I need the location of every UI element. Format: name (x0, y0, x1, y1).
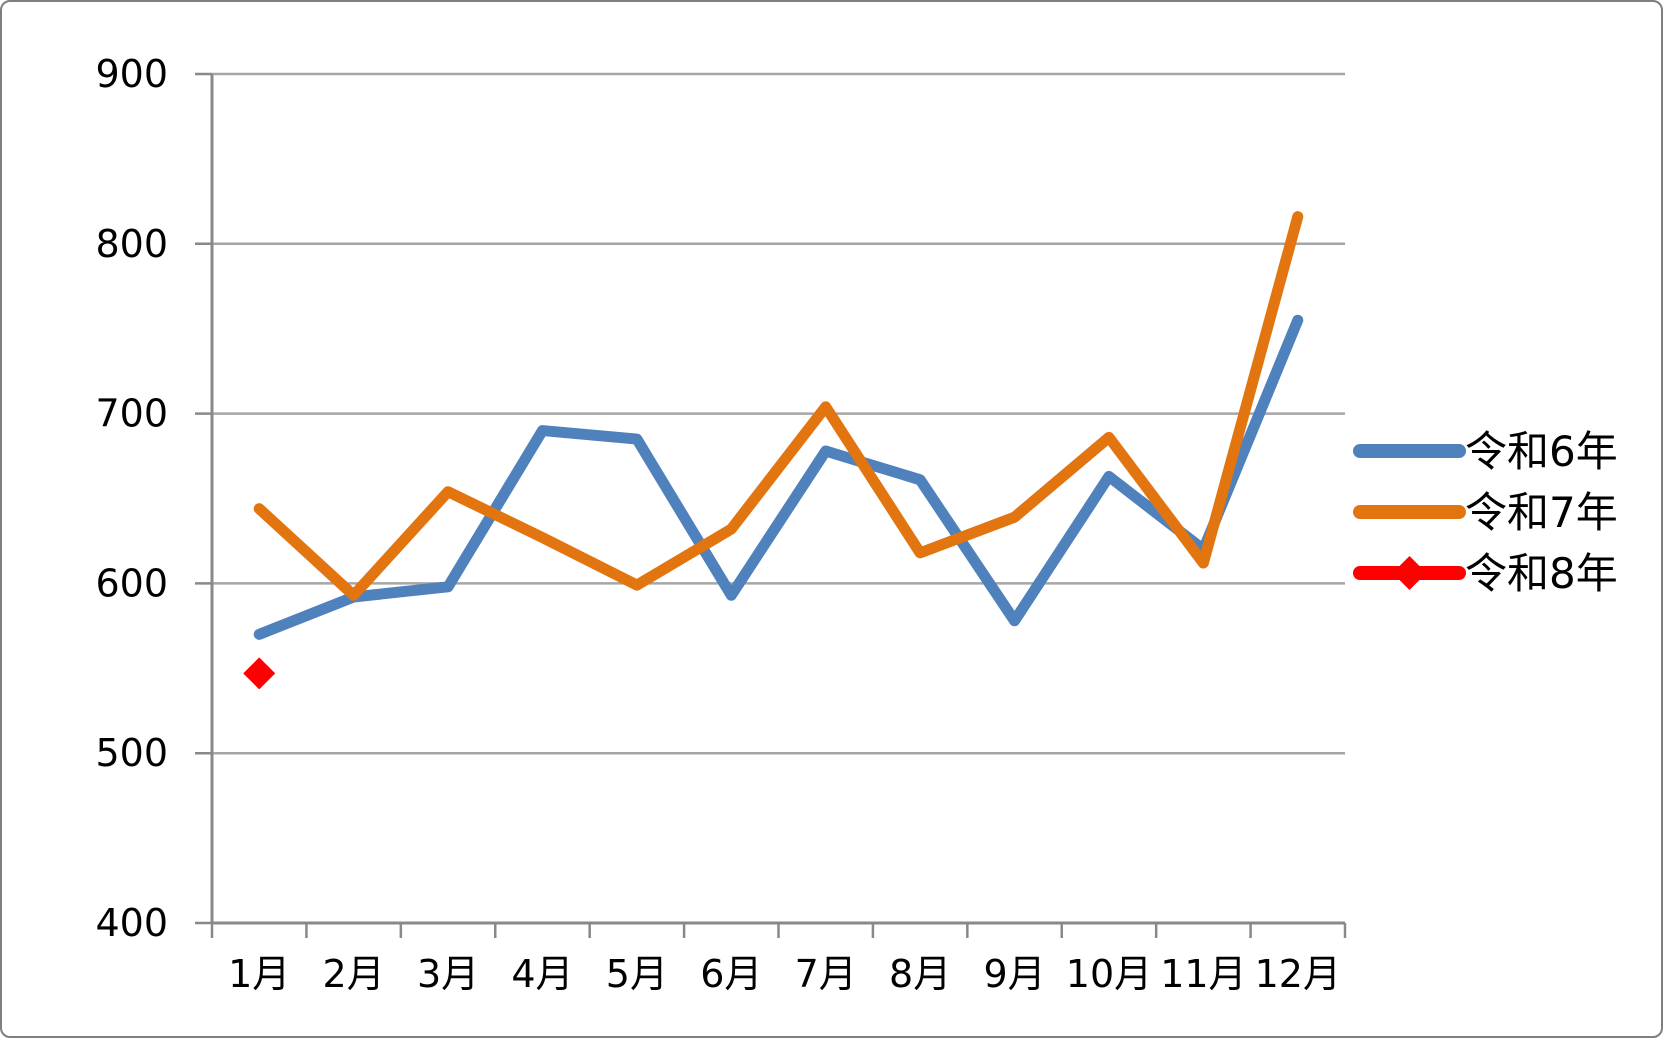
legend-item-0: 令和6年 (1353, 427, 1618, 476)
x-tick-label: 10月 (1066, 952, 1152, 996)
x-tick-label: 12月 (1255, 952, 1341, 996)
legend-label: 令和8年 (1465, 549, 1618, 598)
y-tick-label: 600 (95, 561, 168, 605)
x-tick-label: 9月 (983, 952, 1045, 996)
x-tick-label: 4月 (511, 952, 573, 996)
y-tick-label: 900 (95, 52, 168, 96)
legend-item-1: 令和7年 (1353, 488, 1618, 537)
x-tick-label: 8月 (889, 952, 951, 996)
x-tick-label: 6月 (700, 952, 762, 996)
x-tick-label: 7月 (795, 952, 857, 996)
legend-diamond-marker (1392, 556, 1427, 590)
y-tick-label: 800 (95, 222, 168, 266)
legend-label: 令和6年 (1465, 427, 1618, 476)
legend-item-2: 令和8年 (1353, 549, 1618, 598)
x-tick-label: 5月 (606, 952, 668, 996)
x-tick-label: 1月 (228, 952, 290, 996)
series-2-diamond-point (243, 657, 276, 690)
legend-label: 令和7年 (1465, 488, 1618, 537)
y-tick-label: 700 (95, 392, 168, 436)
series-line-1 (253, 211, 1304, 601)
x-tick-label: 3月 (417, 952, 479, 996)
x-tick-label: 2月 (323, 952, 385, 996)
y-tick-label: 500 (95, 731, 168, 775)
series-line-0 (253, 314, 1304, 640)
x-tick-label: 11月 (1160, 952, 1246, 996)
y-tick-label: 400 (95, 901, 168, 945)
